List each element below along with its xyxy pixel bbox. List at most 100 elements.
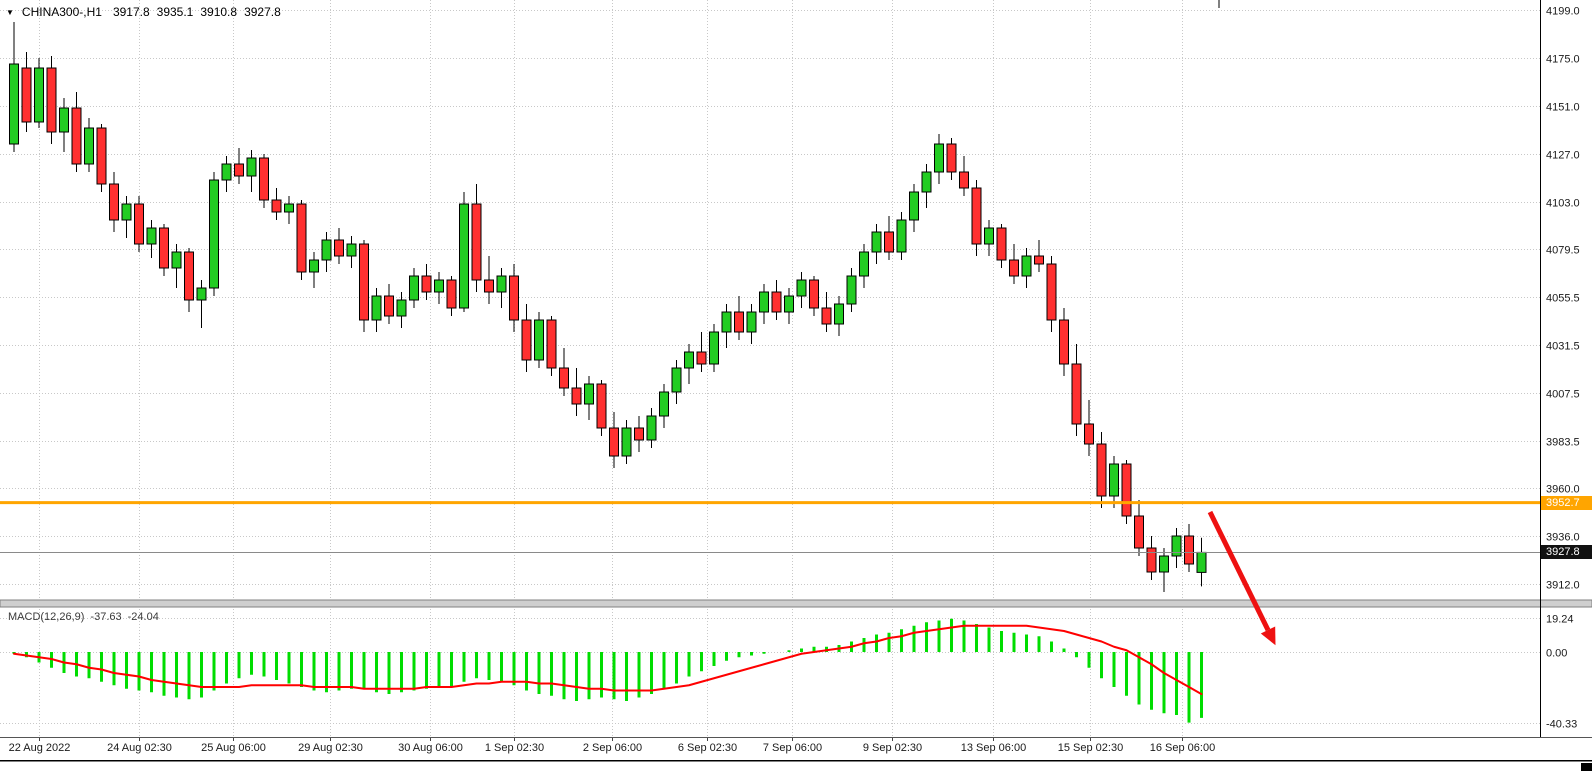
candle-bear xyxy=(259,157,269,201)
candle-bear xyxy=(509,275,519,321)
candle-bull xyxy=(309,259,319,273)
candle-bull xyxy=(1021,255,1032,277)
candle-bull xyxy=(246,157,257,177)
candle-bear xyxy=(1009,259,1019,277)
price-axis-label: 4079.5 xyxy=(1546,245,1580,257)
candle-bull xyxy=(984,227,994,245)
candle-bear xyxy=(1046,263,1057,321)
candle-bull xyxy=(859,251,869,277)
candle-bear xyxy=(609,427,619,457)
candle-bull xyxy=(34,67,44,123)
macd-name: MACD(12,26,9) xyxy=(8,611,85,623)
candle-bull xyxy=(584,383,594,405)
current-price-badge: 3927.8 xyxy=(1541,545,1592,560)
candle-bear xyxy=(596,383,607,429)
ohlc-open-value: 3917.8 xyxy=(112,5,150,19)
chart-header: ▼ CHINA300-,H1 3917.8 3935.1 3910.8 3927… xyxy=(6,5,281,19)
candle-bear xyxy=(1084,423,1094,445)
candle-bull xyxy=(871,231,882,253)
price-axis-label: 4199.0 xyxy=(1546,6,1580,18)
time-axis-label: 1 Sep 02:30 xyxy=(485,742,544,754)
candle-bear xyxy=(1071,363,1082,425)
candle-bull xyxy=(396,299,407,317)
candle-bear xyxy=(71,107,82,165)
candle-bear xyxy=(21,67,32,123)
candle-bull xyxy=(721,311,732,333)
candle-bear xyxy=(471,203,482,281)
candle-bull xyxy=(1159,555,1169,573)
candle-bull xyxy=(321,239,332,261)
candle-bear xyxy=(809,279,819,309)
candle-bull xyxy=(684,351,694,369)
candle-bull xyxy=(1196,551,1207,573)
macd-main-value: -37.63 xyxy=(90,611,122,623)
candle-bear xyxy=(1034,255,1044,265)
time-axis-label: 9 Sep 02:30 xyxy=(863,742,922,754)
candle-bull xyxy=(709,331,719,365)
candle-bull xyxy=(846,275,857,305)
price-axis-label: 4055.5 xyxy=(1546,293,1580,305)
candle-bear xyxy=(359,243,369,321)
candle-bear xyxy=(696,351,707,365)
candle-bear xyxy=(971,187,982,245)
time-axis-label: 16 Sep 06:00 xyxy=(1150,742,1215,754)
time-axis-label: 13 Sep 06:00 xyxy=(961,742,1026,754)
candle-bull xyxy=(496,275,507,293)
macd-signal-value: -24.04 xyxy=(127,611,159,623)
candle-bull xyxy=(409,275,419,301)
ohlc-low-value: 3910.8 xyxy=(200,5,238,19)
candle-bear xyxy=(96,127,107,185)
candle-bear xyxy=(559,367,569,389)
candle-bear xyxy=(634,427,644,441)
time-axis-label: 7 Sep 06:00 xyxy=(763,742,822,754)
candle-bull xyxy=(746,311,757,333)
candle-bear xyxy=(1134,515,1144,549)
candle-bear xyxy=(884,231,894,253)
time-axis-label: 15 Sep 02:30 xyxy=(1058,742,1123,754)
time-axis-label: 30 Aug 06:00 xyxy=(398,742,463,754)
candle-bull xyxy=(84,127,94,165)
price-axis-label: 3960.0 xyxy=(1546,484,1580,496)
panel-separator[interactable] xyxy=(0,599,1592,608)
candle-bull xyxy=(1171,535,1182,557)
candle-bull xyxy=(621,427,632,457)
candle-bull xyxy=(459,203,469,309)
macd-signal-line xyxy=(13,624,1203,696)
symbol-period-label: CHINA300-,H1 xyxy=(21,5,102,19)
candle-bear xyxy=(134,203,144,245)
arrow-annotation-head[interactable] xyxy=(1260,626,1276,646)
candle-bear xyxy=(1184,535,1194,565)
candle-bear xyxy=(1059,319,1069,365)
candle-bear xyxy=(271,199,282,213)
arrow-annotation-shaft[interactable] xyxy=(1207,510,1271,632)
ohlc-high-value: 3935.1 xyxy=(156,5,194,19)
candle-bull xyxy=(209,179,219,289)
time-axis-label: 25 Aug 06:00 xyxy=(201,742,266,754)
candle-bear xyxy=(159,227,169,269)
candle-bull xyxy=(671,367,682,393)
candle-bear xyxy=(734,311,744,333)
time-axis-label: 6 Sep 02:30 xyxy=(678,742,737,754)
candle-bull xyxy=(834,303,844,325)
candle-bull xyxy=(346,243,357,257)
candle-bear xyxy=(996,227,1007,261)
macd-axis-label: 0.00 xyxy=(1546,648,1567,660)
time-axis-label: 29 Aug 02:30 xyxy=(298,742,363,754)
candle-bull xyxy=(371,295,382,321)
time-axis-label: 2 Sep 06:00 xyxy=(583,742,642,754)
time-axis-label: 22 Aug 2022 xyxy=(9,742,71,754)
candle-bull xyxy=(659,391,669,417)
candle-bull xyxy=(196,287,207,301)
price-axis-label: 4031.5 xyxy=(1546,341,1580,353)
candle-bear xyxy=(334,239,344,257)
candle-bull xyxy=(646,415,657,441)
time-axis-label: 24 Aug 02:30 xyxy=(107,742,172,754)
candle-bear xyxy=(546,319,557,369)
candle-bull xyxy=(796,279,807,297)
symbol-expander-icon[interactable]: ▼ xyxy=(6,7,14,17)
candle-bull xyxy=(784,295,794,313)
candle-bear xyxy=(521,319,532,361)
candle-bear xyxy=(484,279,494,293)
